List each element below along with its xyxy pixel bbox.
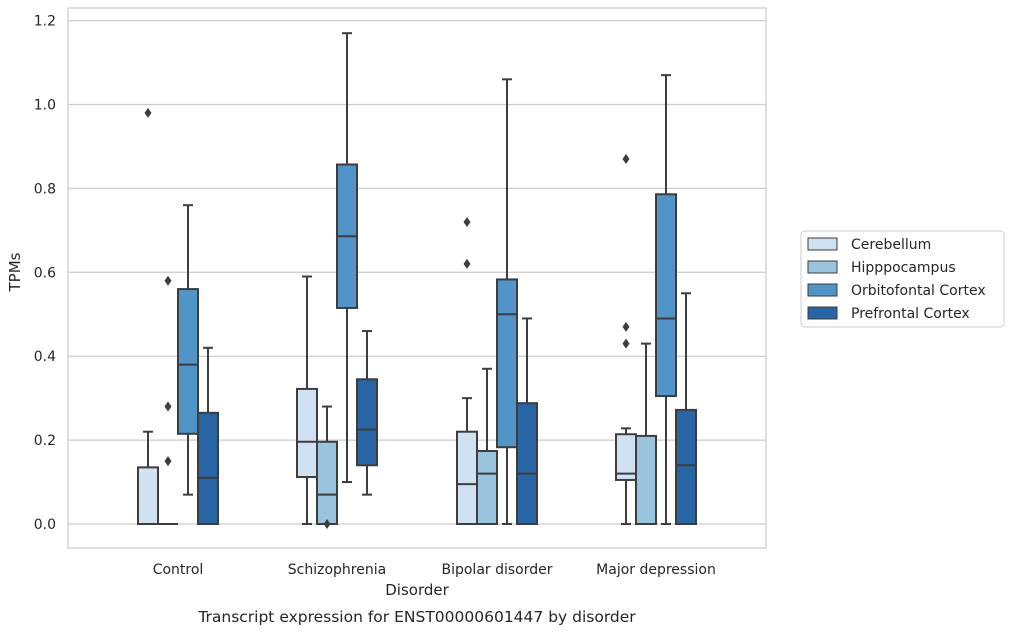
legend-item: Orbitofontal Cortex (807, 283, 986, 299)
box-body (516, 402, 538, 525)
outlier-point (164, 401, 172, 412)
y-tick-label: 0.0 (34, 517, 56, 533)
chart-caption: Transcript expression for ENST0000060144… (197, 608, 636, 626)
box (675, 292, 697, 525)
y-axis-label: TPMs (6, 252, 24, 292)
x-axis-ticks: Control Schizophrenia Bipolar disorder Majo… (153, 562, 716, 578)
y-tick-label: 1.2 (34, 14, 56, 30)
legend: Cerebellum Hipppocampus Orbitofontal Corte… (800, 230, 1005, 328)
outlier-point (144, 107, 152, 118)
box (655, 74, 677, 525)
x-axis-label: Disorder (385, 581, 449, 599)
box-body (177, 288, 199, 435)
legend-label: Hipppocampus (851, 260, 956, 276)
legend-label: Prefrontal Cortex (851, 306, 970, 322)
outlier-point (622, 154, 630, 165)
legend-item: Prefrontal Cortex (807, 306, 970, 322)
y-tick-label: 0.2 (34, 433, 56, 449)
box-body (456, 430, 478, 525)
box-body (496, 278, 518, 449)
y-tick-label: 1.0 (34, 98, 56, 114)
outlier-point (463, 258, 471, 269)
legend-item: Cerebellum (807, 237, 931, 253)
legend-frame (800, 230, 1005, 328)
box (158, 275, 178, 525)
legend-swatch (807, 260, 838, 274)
box-body (635, 434, 657, 525)
box (516, 317, 538, 525)
y-axis-ticks: 0.0 0.2 0.4 0.6 0.8 1.0 1.2 (34, 14, 56, 533)
box (197, 346, 219, 525)
legend-swatch (807, 283, 838, 297)
legend-swatch (807, 306, 838, 320)
series-orbitofontal-cortex (177, 32, 677, 525)
box-body (137, 466, 159, 525)
box (476, 367, 498, 525)
box-body (675, 408, 697, 525)
y-tick-label: 0.4 (34, 349, 56, 365)
box (316, 405, 338, 529)
box-body (655, 193, 677, 398)
box-body (356, 378, 378, 467)
box (336, 32, 358, 484)
box-body (316, 440, 338, 526)
plot-area-boxes (137, 32, 697, 529)
legend-item: Hipppocampus (807, 260, 956, 276)
box-body (296, 387, 318, 479)
x-tick-label: Bipolar disorder (441, 562, 552, 578)
box-body (197, 411, 219, 525)
outlier-point (622, 321, 630, 332)
series-prefrontal-cortex (197, 292, 697, 525)
outlier-point (164, 456, 172, 467)
series-cerebellum (137, 107, 637, 525)
box (137, 107, 159, 525)
box (177, 204, 199, 496)
series-hipppocampus (158, 275, 657, 529)
x-tick-label: Major depression (596, 562, 716, 578)
y-tick-label: 0.8 (34, 181, 56, 197)
x-tick-label: Control (153, 562, 204, 578)
outlier-point (622, 338, 630, 349)
x-tick-label: Schizophrenia (288, 562, 386, 578)
outlier-point (164, 275, 172, 286)
box (615, 154, 637, 525)
box (296, 275, 318, 525)
box (496, 78, 518, 525)
legend-label: Orbitofontal Cortex (851, 283, 986, 299)
outlier-point (323, 519, 331, 529)
outlier-point (463, 216, 471, 227)
box-body (476, 450, 498, 525)
box (635, 342, 657, 525)
legend-swatch (807, 237, 838, 251)
box (456, 216, 478, 525)
plot-frame (67, 7, 767, 549)
box (356, 330, 378, 496)
legend-label: Cerebellum (851, 237, 931, 253)
y-tick-label: 0.6 (34, 265, 56, 281)
